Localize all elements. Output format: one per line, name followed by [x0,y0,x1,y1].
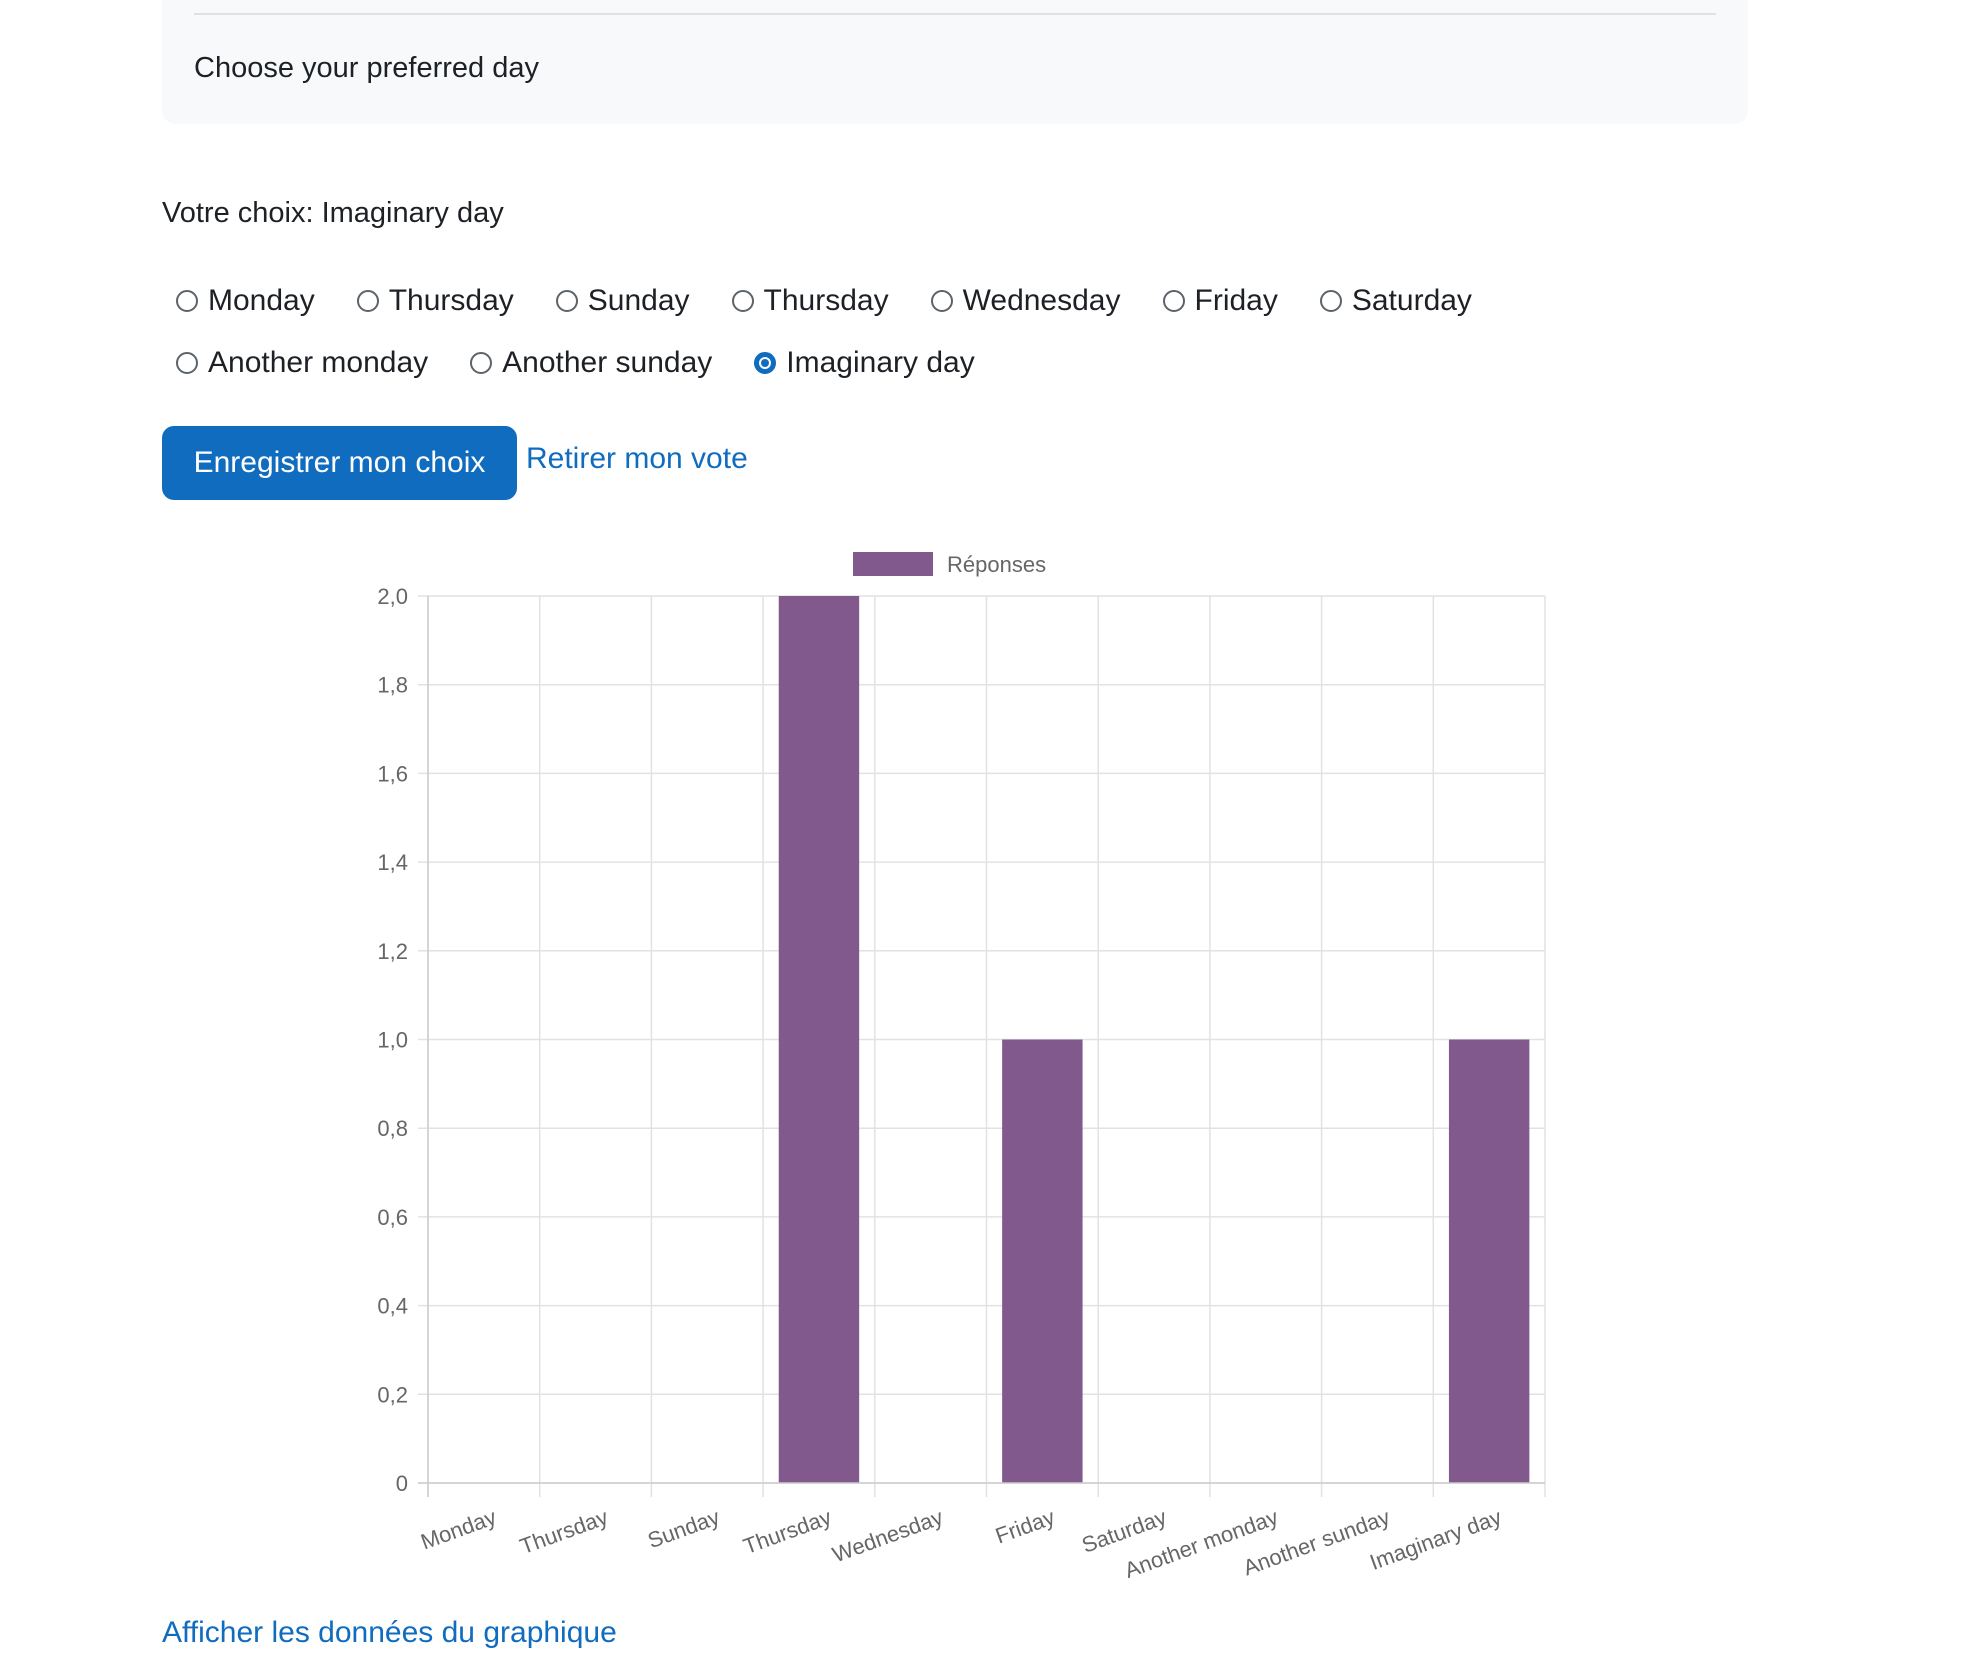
x-tick-label: Friday [992,1504,1058,1548]
options-row-2: Another monday Another sunday Imaginary … [162,332,1612,394]
y-tick-label: 0 [396,1471,408,1496]
option-imaginary-day[interactable]: Imaginary day [754,346,975,380]
option-label: Friday [1194,284,1278,317]
show-chart-data-link[interactable]: Afficher les données du graphique [162,1616,617,1649]
radio-button[interactable] [930,290,953,312]
y-tick-label: 0,6 [377,1205,408,1230]
y-tick-label: 0,2 [377,1382,408,1407]
y-tick-label: 1,2 [377,939,408,964]
y-tick-label: 0,4 [377,1294,408,1319]
radio-button[interactable] [1162,290,1185,312]
radio-button[interactable] [356,290,379,312]
x-tick-label: Wednesday [829,1504,946,1567]
radio-button[interactable] [731,290,754,312]
option-label: Thursday [763,284,889,317]
y-tick-label: 2,0 [377,584,408,609]
divider [194,13,1716,15]
question-intro-box: Choose your preferred day [162,0,1748,124]
option-saturday[interactable]: Saturday [1319,284,1472,318]
option-another-sunday[interactable]: Another sunday [470,346,712,380]
y-tick-label: 0,8 [377,1116,408,1141]
bar [1448,1039,1530,1483]
choice-options: Monday Thursday Sunday Thursday Wednesda… [162,270,1612,394]
option-label: Thursday [388,284,514,317]
x-tick-label: Thursday [740,1504,835,1559]
options-row-1: Monday Thursday Sunday Thursday Wednesda… [162,270,1612,332]
x-tick-label: Thursday [517,1504,612,1559]
option-wednesday[interactable]: Wednesday [930,284,1121,318]
option-label: Imaginary day [786,346,975,379]
option-sunday[interactable]: Sunday [555,284,690,318]
withdraw-vote-link[interactable]: Retirer mon vote [526,442,748,475]
option-label: Wednesday [962,284,1121,317]
radio-button[interactable] [176,352,198,374]
y-tick-label: 1,4 [377,850,408,875]
bar [1002,1039,1083,1483]
option-label: Another sunday [502,346,713,379]
x-tick-label: Sunday [644,1504,723,1553]
option-thursday[interactable]: Thursday [356,284,514,318]
current-choice-text: Votre choix: Imaginary day [162,197,504,229]
radio-button[interactable] [470,352,493,374]
legend-label: Réponses [947,552,1046,577]
option-label: Saturday [1351,284,1472,317]
y-tick-label: 1,8 [377,673,408,698]
option-label: Monday [208,284,315,317]
radio-button-selected[interactable] [754,352,777,374]
radio-button[interactable] [1319,290,1342,312]
option-thursday-2[interactable]: Thursday [731,284,889,318]
bar [778,596,860,1483]
radio-button[interactable] [176,290,198,312]
y-tick-label: 1,6 [377,761,408,786]
responses-bar-chart: 0 0,2 0,4 0,6 0,8 1,0 1,2 1,4 1,6 1,8 2,0 Monday Thu… [377,552,1546,1583]
legend-swatch [853,552,933,576]
option-label: Another monday [208,346,429,379]
save-choice-button[interactable]: Enregistrer mon choix [162,426,517,500]
x-tick-label: Monday [417,1504,499,1554]
radio-button[interactable] [555,290,578,312]
option-another-monday[interactable]: Another monday [176,346,428,380]
question-text: Choose your preferred day [194,52,539,84]
option-friday[interactable]: Friday [1162,284,1278,318]
option-monday[interactable]: Monday [176,284,315,318]
option-label: Sunday [587,284,690,317]
y-tick-label: 1,0 [377,1028,408,1053]
